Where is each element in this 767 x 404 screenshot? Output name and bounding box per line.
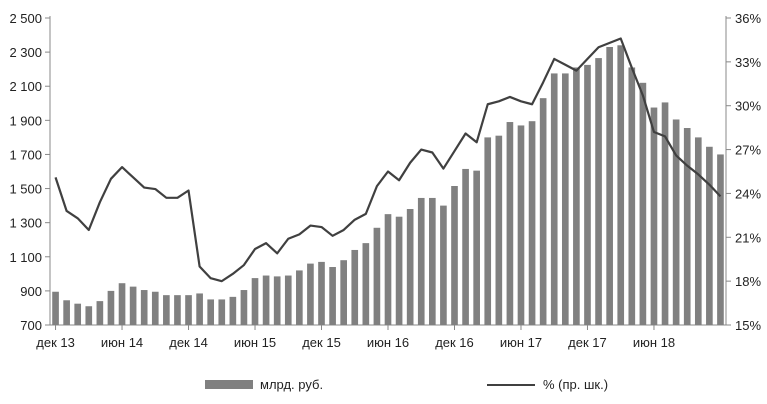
bar [406,209,414,325]
bar [273,276,281,325]
y-right-tick-label: 33% [735,55,761,70]
bar [63,300,70,325]
bar [262,275,270,325]
y-left-tick-label: 1 700 [9,147,42,162]
bar [74,303,82,325]
legend-label-bars: млрд. руб. [260,377,323,392]
bar [373,227,381,325]
bar [650,107,658,325]
x-tick-label: июн 17 [500,335,542,350]
x-tick-label: июн 15 [234,335,276,350]
y-right-tick-label: 15% [735,318,761,333]
bar [207,299,215,325]
bar [683,128,691,325]
y-right-tick-label: 30% [735,99,761,114]
bar [185,295,192,325]
bar [140,290,148,325]
bar [672,119,680,325]
y-left-tick-label: 2 100 [9,79,42,94]
bar [528,121,536,325]
bar [484,137,492,325]
bar [606,46,613,326]
bar [495,135,503,325]
bar [661,102,669,326]
x-tick-label: июн 16 [367,335,409,350]
y-right-tick-label: 36% [735,11,761,26]
bar-series [52,45,724,326]
y-left-tick-label: 1 900 [9,113,42,128]
bar [163,295,170,325]
bar [451,186,458,325]
y-left-tick-label: 1 300 [9,216,42,231]
bar [96,301,104,325]
bar [473,170,480,325]
bar [329,267,336,325]
bar [440,205,447,325]
x-tick-label: дек 16 [435,335,474,350]
x-tick-label: дек 15 [302,335,341,350]
bar [417,197,425,325]
x-tick-label: июн 14 [101,335,143,350]
bar [85,306,93,325]
bar [129,286,137,326]
bar [429,197,436,325]
x-tick-label: дек 13 [36,335,75,350]
y-left-tick-label: 1 500 [9,182,42,197]
bar [296,270,303,325]
bar [52,291,59,325]
legend: млрд. руб. % (пр. шк.) [205,377,608,392]
y-left-tick-label: 1 100 [9,250,42,265]
bar [351,249,359,325]
x-tick-label: дек 17 [568,335,607,350]
bar [284,275,292,325]
y-right-tick-label: 24% [735,186,761,201]
bar [517,125,525,325]
bar [251,278,259,325]
y-right-tick-label: 21% [735,230,761,245]
bar [118,283,126,325]
bar [694,137,702,325]
y-left-tick-label: 900 [20,284,42,299]
x-tick-label: июн 18 [633,335,675,350]
bar [628,67,636,326]
bar [384,214,392,325]
bar [717,154,724,325]
y-right-tick-label: 27% [735,143,761,158]
bar [462,168,469,325]
y-right-tick-label: 18% [735,274,761,289]
bar [229,296,237,325]
bar [584,64,591,326]
bar [595,58,602,325]
bar [174,295,181,325]
legend-label-line: % (пр. шк.) [543,377,608,392]
y-left-tick-label: 700 [20,318,42,333]
bar [340,260,347,325]
bar [561,73,569,326]
bar [395,216,403,325]
bar [318,261,325,325]
line-series [54,37,722,283]
bar [307,263,314,325]
bar [573,67,580,326]
tick-labels: 700 900 1 100 1 300 1 500 1 700 1 900 2 100 2 30… [9,11,761,350]
y-left-tick-label: 2 500 [9,11,42,26]
bar [151,291,159,325]
bar [617,45,625,325]
bar [550,73,558,326]
bar [506,122,514,325]
bar [196,293,203,325]
bar [218,299,226,325]
x-tick-label: дек 14 [169,335,208,350]
y-left-tick-label: 2 300 [9,45,42,60]
percent-line [54,37,722,283]
bar [706,146,713,325]
bar [639,82,647,325]
bar [362,243,370,325]
legend-swatch-bars [205,380,253,389]
bar [240,290,248,325]
bar [107,290,115,325]
bar [539,98,547,325]
